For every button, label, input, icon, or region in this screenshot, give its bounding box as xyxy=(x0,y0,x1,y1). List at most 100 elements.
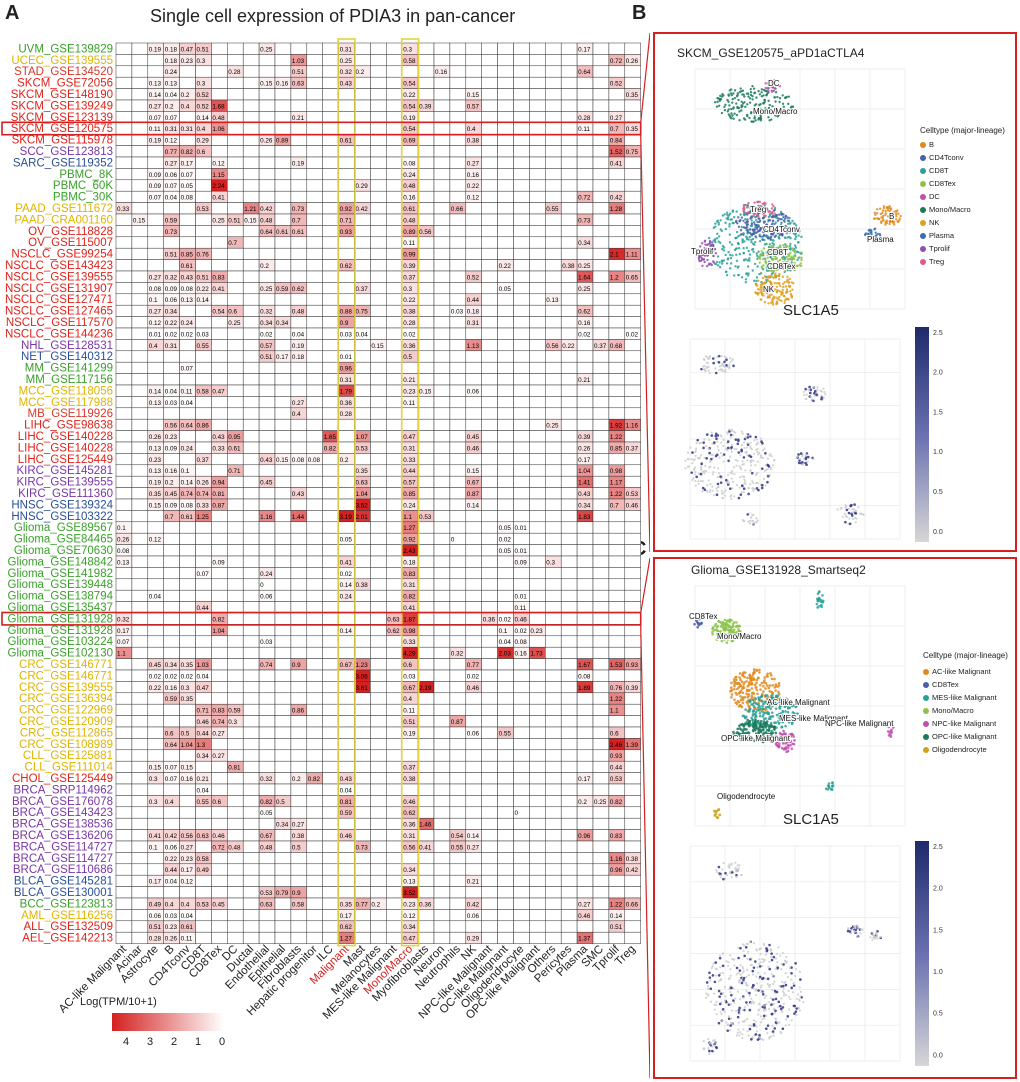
heatmap-cell xyxy=(306,373,323,386)
row-label: BRCA_GSE143423 xyxy=(12,807,113,819)
heatmap-cell xyxy=(417,521,435,534)
heatmap-cell xyxy=(417,156,435,169)
heatmap-cell xyxy=(560,453,578,466)
row-label: CRC_GSE146771 xyxy=(19,659,113,671)
heatmap-cell xyxy=(290,441,308,454)
heatmap-cell xyxy=(115,817,133,830)
cell-value: 0.2 xyxy=(181,92,190,99)
heatmap-cell xyxy=(386,840,403,853)
heatmap-cell xyxy=(433,567,451,580)
heatmap-cell xyxy=(576,840,594,853)
heatmap-cell xyxy=(513,863,530,876)
heatmap-cell xyxy=(322,190,339,203)
heatmap-cell xyxy=(560,316,578,329)
legend-title-c: Celltype (major-lineage) xyxy=(923,651,1008,660)
heatmap-cell xyxy=(417,544,435,557)
heatmap-cell xyxy=(545,76,562,89)
cell-value: 0.43 xyxy=(212,434,225,441)
heatmap-cell xyxy=(560,270,578,283)
cell-value: 0.85 xyxy=(610,445,623,452)
heatmap-cell xyxy=(227,179,244,192)
heatmap-cell xyxy=(513,931,530,944)
heatmap-cell xyxy=(513,441,530,454)
heatmap-cell xyxy=(163,783,180,796)
heatmap-cell xyxy=(354,863,371,876)
cell-value: 1.04 xyxy=(578,468,591,475)
heatmap-cell xyxy=(608,384,626,397)
cell-value: 2.03 xyxy=(499,651,512,658)
heatmap-cell xyxy=(338,293,355,306)
heatmap-cell xyxy=(560,703,578,716)
heatmap-cell xyxy=(227,99,244,112)
heatmap-cell xyxy=(306,852,323,865)
cell-value: 0.25 xyxy=(594,799,607,806)
heatmap-cell xyxy=(242,247,260,260)
heatmap-cell xyxy=(624,293,641,306)
cell-value: 1.15 xyxy=(212,172,225,179)
heatmap-cell xyxy=(481,327,498,340)
cell-value: 0.08 xyxy=(181,286,194,293)
heatmap-cell xyxy=(258,544,276,557)
cell-value: 0.27 xyxy=(149,309,162,316)
cell-value: 0.08 xyxy=(117,548,130,555)
heatmap-cell xyxy=(481,441,498,454)
cluster-cd8tex xyxy=(693,617,703,629)
heatmap-cell xyxy=(417,749,435,762)
heatmap-cell xyxy=(481,236,498,249)
legend-swatch xyxy=(923,707,929,714)
heatmap-cell xyxy=(497,441,514,454)
heatmap-cell xyxy=(465,453,482,466)
cell-value: 0.25 xyxy=(228,320,241,327)
heatmap-cell xyxy=(576,578,594,591)
heatmap-cell xyxy=(433,646,451,659)
heatmap-cell xyxy=(592,145,610,158)
heatmap-cell xyxy=(545,863,562,876)
heatmap-cell xyxy=(465,202,482,215)
heatmap-cell xyxy=(592,544,610,557)
cell-value: 0.58 xyxy=(197,856,210,863)
heatmap-cell xyxy=(560,304,578,317)
heatmap-cell xyxy=(386,441,403,454)
heatmap-cell xyxy=(306,738,323,751)
heatmap-cell xyxy=(481,293,498,306)
heatmap-cell xyxy=(560,829,578,842)
heatmap-cell xyxy=(274,259,292,272)
cell-value: 0.27 xyxy=(149,274,162,281)
heatmap-cell xyxy=(274,806,292,819)
heatmap-cell xyxy=(449,555,467,568)
heatmap-cell xyxy=(195,361,212,374)
legend-item: Mono/Macro xyxy=(920,205,971,214)
cell-value: 0.04 xyxy=(181,400,194,407)
heatmap-cell xyxy=(513,88,530,101)
heatmap-cell xyxy=(481,270,498,283)
heatmap-cell xyxy=(322,681,339,694)
heatmap-cell xyxy=(545,874,562,887)
heatmap-cell xyxy=(592,304,610,317)
heatmap-cell xyxy=(529,396,546,409)
heatmap-cell xyxy=(211,646,228,659)
legend-label: Mono/Macro xyxy=(929,205,971,214)
heatmap-cell xyxy=(497,65,514,78)
cluster-label: NK xyxy=(763,285,775,294)
heatmap-cell xyxy=(338,418,355,431)
cell-value: 1.27 xyxy=(340,936,353,943)
heatmap-cell xyxy=(497,396,514,409)
heatmap-cell xyxy=(545,567,562,580)
heatmap-cell xyxy=(290,624,308,637)
heatmap-cell xyxy=(370,111,387,124)
cell-value: 0.02 xyxy=(499,616,512,623)
heatmap-cell xyxy=(227,190,244,203)
heatmap-cell xyxy=(560,54,578,67)
heatmap-cell xyxy=(322,407,339,420)
cell-value: 1.06 xyxy=(212,126,225,133)
heatmap-cell xyxy=(386,42,403,55)
cell-value: 0.07 xyxy=(165,183,178,190)
heatmap-cell xyxy=(465,589,482,602)
heatmap-cell xyxy=(322,909,339,922)
heatmap-cell xyxy=(608,282,626,295)
cell-value: 0.12 xyxy=(149,537,162,544)
heatmap-cell xyxy=(211,669,228,682)
cell-value: 0.23 xyxy=(530,628,543,635)
cell-value: 0.45 xyxy=(467,434,480,441)
heatmap-cell xyxy=(497,931,514,944)
